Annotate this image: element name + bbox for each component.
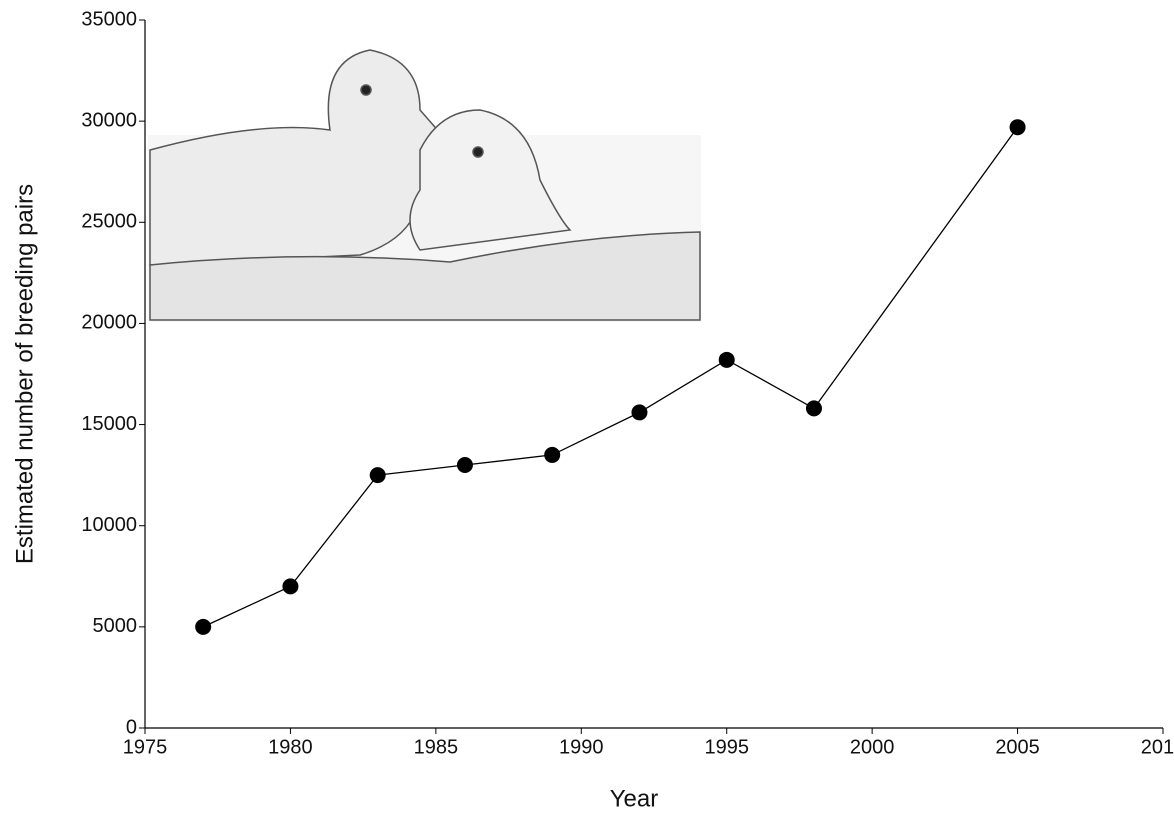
x-tick-label: 1985: [414, 736, 459, 758]
marker: [369, 467, 386, 484]
y-tick-label: 20000: [81, 312, 137, 334]
x-tick-label: 1980: [268, 736, 313, 758]
y-tick-label: 10000: [81, 514, 137, 536]
marker: [544, 446, 561, 463]
y-tick-label: 35000: [81, 8, 137, 30]
x-tick-label: 1990: [559, 736, 604, 758]
marker: [805, 400, 822, 417]
bird-illustration: [148, 49, 701, 322]
x-tick-label: 2005: [995, 736, 1040, 758]
y-axis-title: Estimated number of breeding pairs: [11, 184, 38, 564]
marker: [282, 578, 299, 595]
x-tick-label: 2010: [1141, 736, 1174, 758]
y-tick-label: 15000: [81, 413, 137, 435]
x-tick-label: 1975: [123, 736, 168, 758]
y-tick-label: 25000: [81, 211, 137, 233]
x-tick-label: 1995: [704, 736, 749, 758]
marker: [456, 457, 473, 474]
marker: [631, 404, 648, 421]
y-tick-label: 5000: [93, 615, 138, 637]
y-tick-label: 0: [126, 716, 137, 738]
x-axis-title: Year: [610, 785, 659, 812]
marker: [1009, 119, 1026, 136]
x-tick-label: 2000: [850, 736, 895, 758]
marker: [718, 351, 735, 368]
y-tick-label: 30000: [81, 109, 137, 131]
marker: [195, 618, 212, 635]
